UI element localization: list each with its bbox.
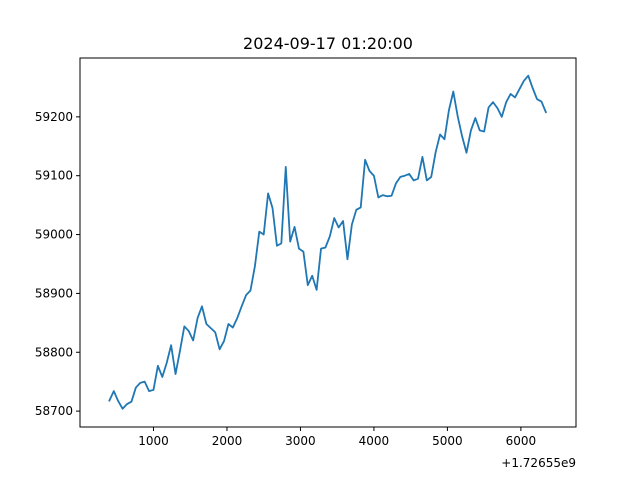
x-axis: 1000 2000 3000 4000 5000 6000 — [138, 427, 536, 448]
x-tick-label: 2000 — [212, 434, 243, 448]
y-tick-label: 59100 — [35, 169, 73, 183]
x-offset-label: +1.72655e9 — [501, 456, 576, 470]
y-tick-label: 58700 — [35, 404, 73, 418]
series-layer — [108, 74, 548, 410]
y-tick-label: 59000 — [35, 228, 73, 242]
y-tick-label: 59200 — [35, 110, 73, 124]
x-tick-label: 6000 — [506, 434, 537, 448]
plot-frame — [79, 57, 577, 428]
x-tick-label: 3000 — [285, 434, 316, 448]
x-tick-label: 4000 — [359, 434, 390, 448]
x-tick-label: 1000 — [138, 434, 169, 448]
y-tick-label: 58800 — [35, 345, 73, 359]
y-axis: 58700 58800 58900 59000 59100 59200 — [35, 110, 80, 418]
x-tick-label: 5000 — [432, 434, 463, 448]
chart-title: 2024-09-17 01:20:00 — [243, 34, 413, 53]
y-tick-label: 58900 — [35, 286, 73, 300]
series-line — [108, 74, 548, 410]
